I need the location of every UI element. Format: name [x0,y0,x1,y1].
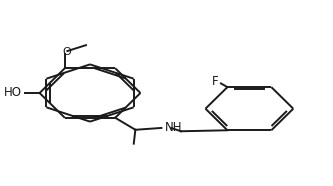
Text: F: F [212,75,219,88]
Text: NH: NH [165,121,182,134]
Text: O: O [62,47,71,57]
Text: HO: HO [4,86,22,100]
